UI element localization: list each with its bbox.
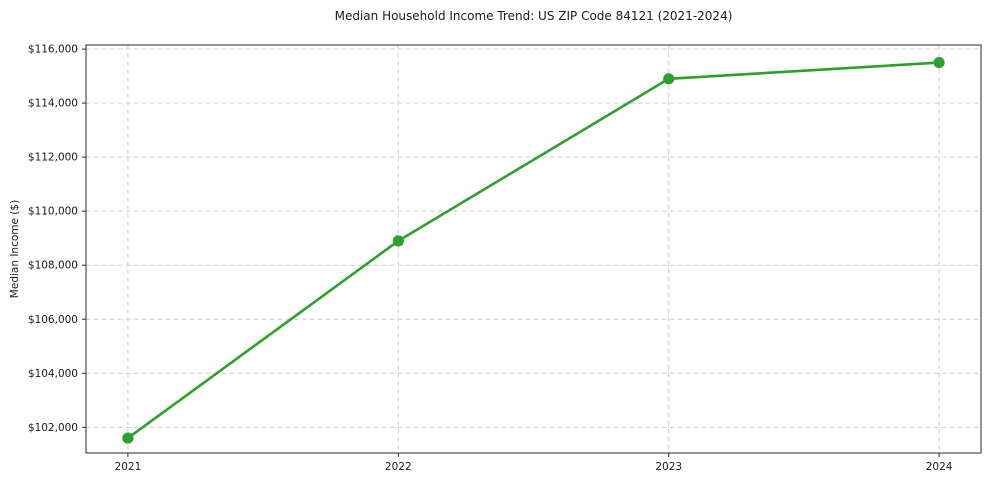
data-point-marker <box>663 73 675 85</box>
y-tick-label: $102,000 <box>28 422 78 434</box>
x-tick-label: 2023 <box>655 461 682 473</box>
trend-line <box>126 61 941 440</box>
chart-title: Median Household Income Trend: US ZIP Co… <box>334 9 733 23</box>
plot-border <box>85 44 982 454</box>
y-tick-label: $114,000 <box>28 98 78 110</box>
y-tick-label: $108,000 <box>28 260 78 272</box>
x-tick-label: 2024 <box>926 461 953 473</box>
y-tick-label: $110,000 <box>28 206 78 218</box>
data-point-marker <box>122 432 134 444</box>
data-point-marker <box>392 235 404 247</box>
y-tick-label: $112,000 <box>28 152 78 164</box>
x-tick-label: 2022 <box>385 461 412 473</box>
y-tick-label: $106,000 <box>28 314 78 326</box>
x-tick-label: 2021 <box>115 461 142 473</box>
data-point-marker <box>933 57 945 69</box>
y-tick-label: $116,000 <box>28 44 78 56</box>
y-tick-label: $104,000 <box>28 368 78 380</box>
